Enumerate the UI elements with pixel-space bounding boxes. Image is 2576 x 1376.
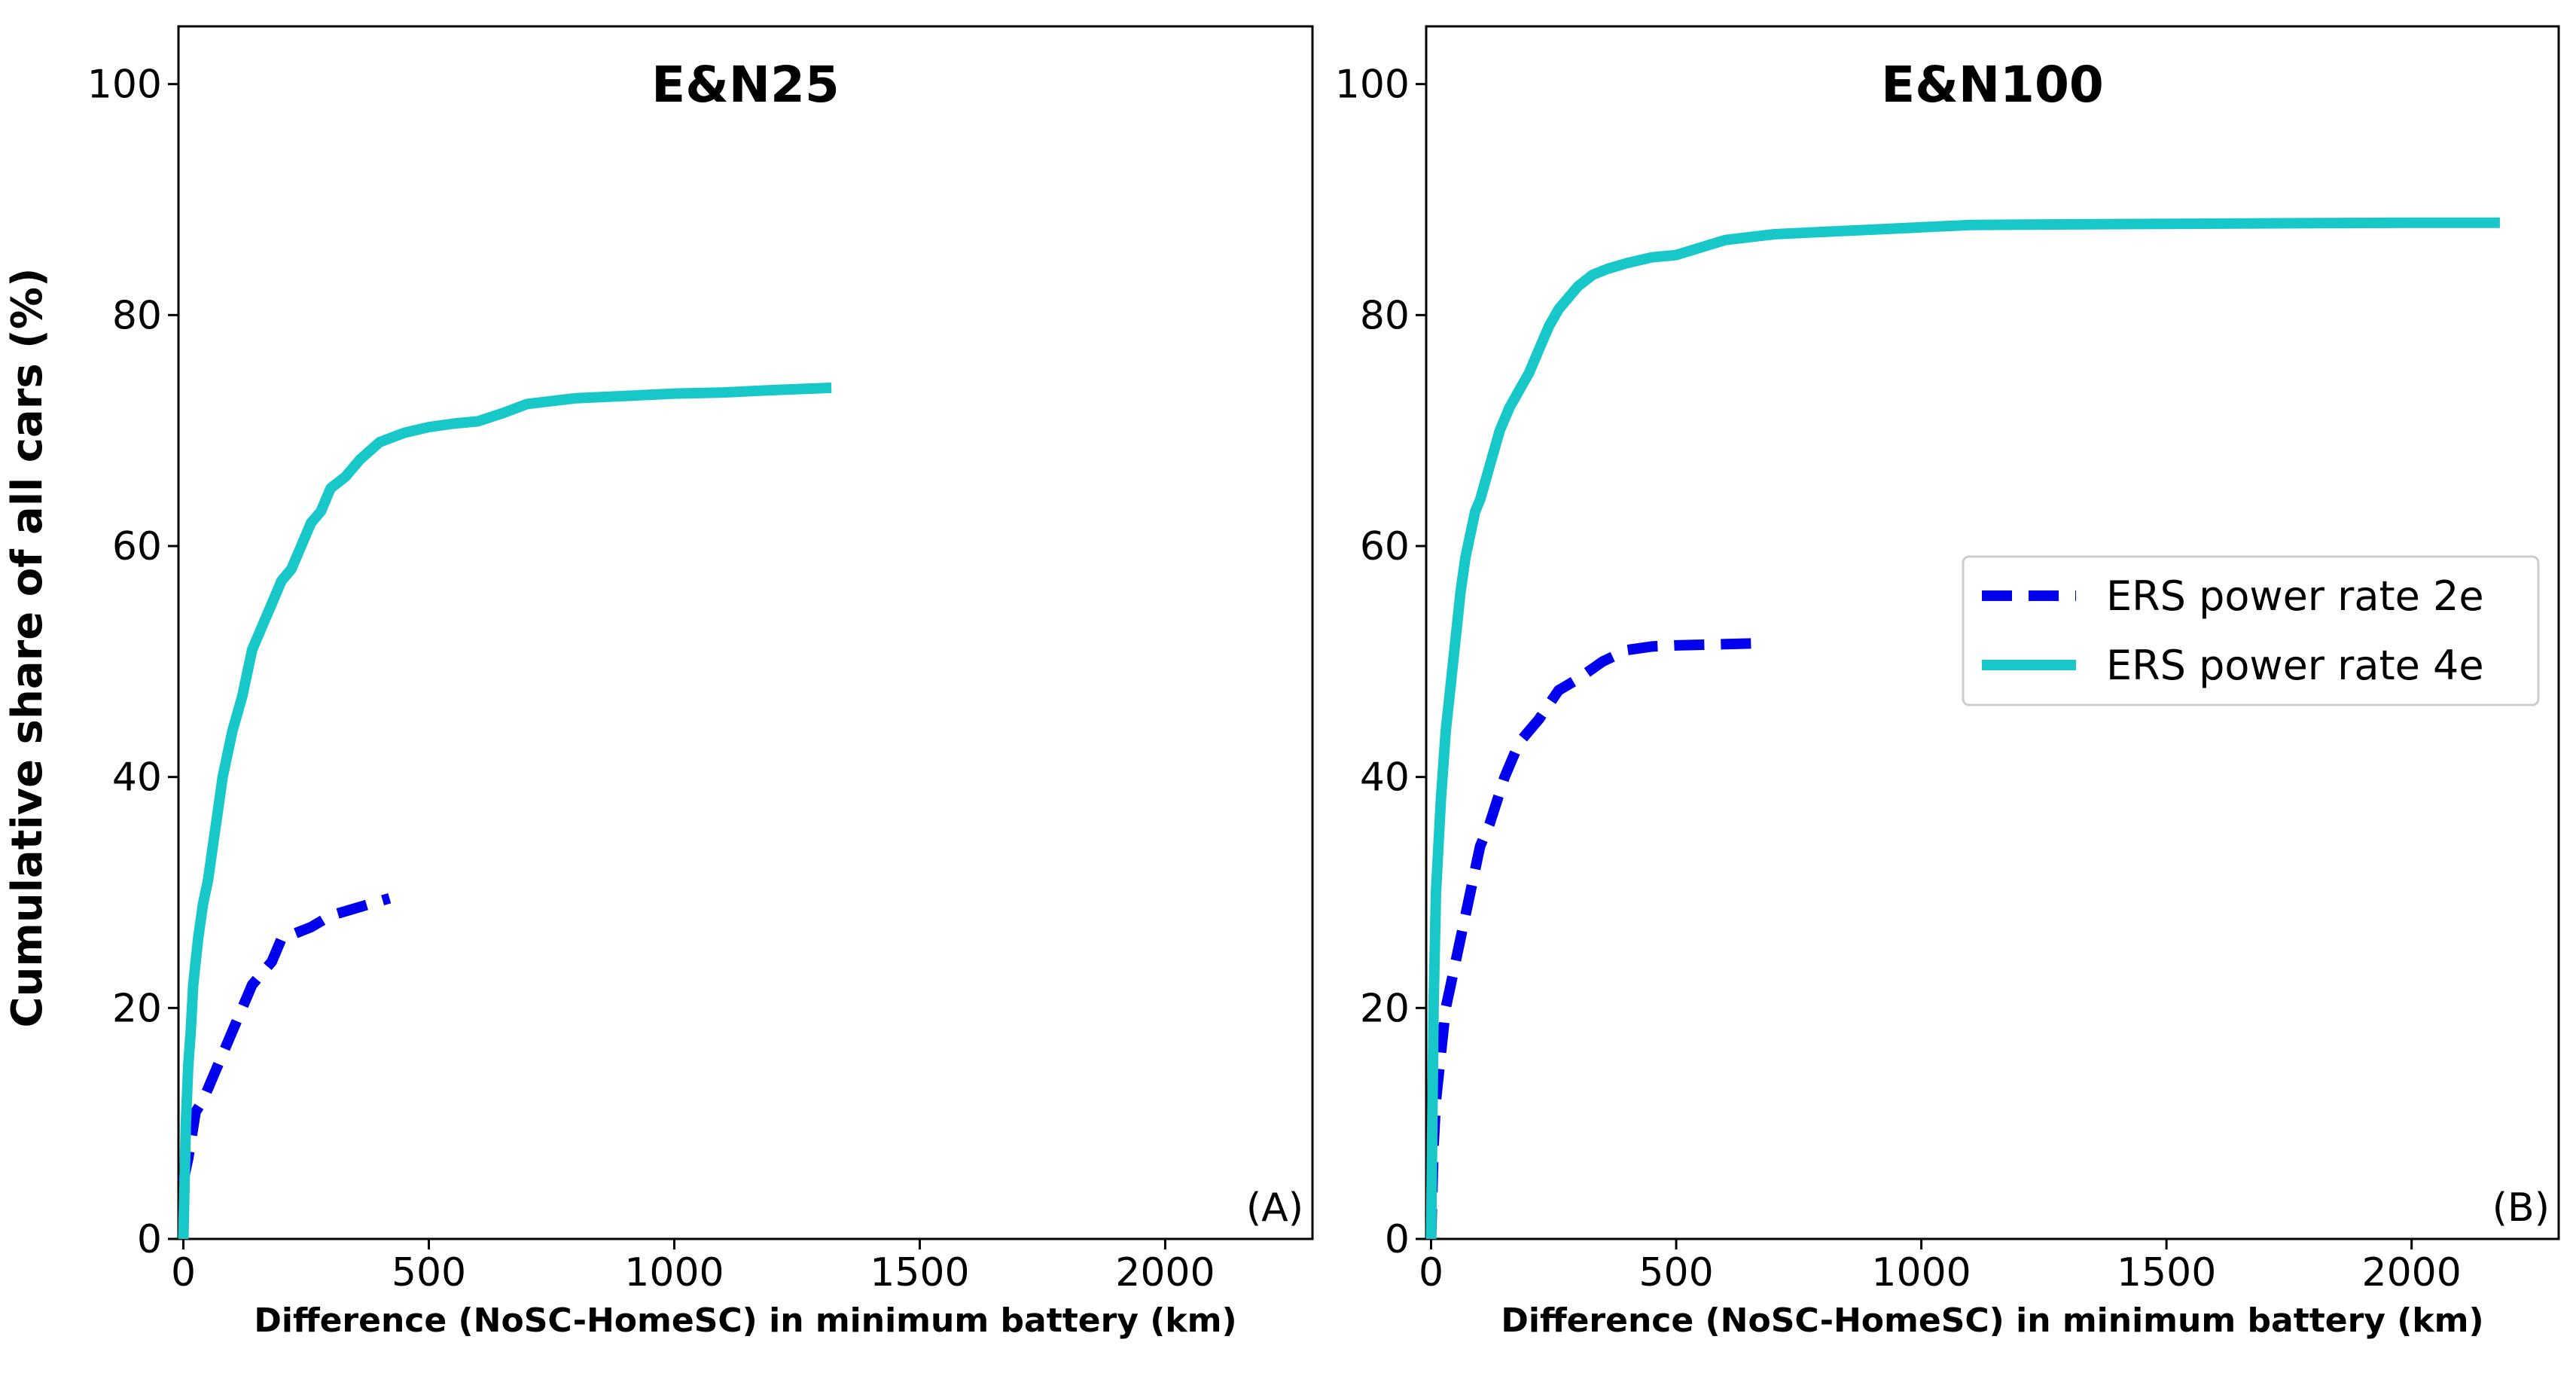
panel-label: (A) (1246, 1185, 1303, 1231)
x-axis-label: Difference (NoSC-HomeSC) in minimum batt… (1501, 1301, 2483, 1340)
y-tick-label: 0 (1385, 1217, 1410, 1262)
x-tick-label: 1000 (624, 1250, 724, 1295)
x-axis-label: Difference (NoSC-HomeSC) in minimum batt… (254, 1301, 1236, 1340)
y-tick-label: 60 (1360, 524, 1410, 569)
y-tick-label: 80 (1360, 293, 1410, 338)
y-tick-label: 0 (137, 1217, 162, 1262)
y-tick-label: 20 (112, 986, 162, 1031)
legend-label: ERS power rate 4e (2106, 642, 2484, 689)
series-line-2e (178, 892, 392, 1182)
x-tick-label: 2000 (1115, 1250, 1215, 1295)
y-tick-label: 60 (112, 524, 162, 569)
y-tick-label: 100 (1335, 63, 1410, 108)
chart-panel-1: 0 500 1000 1500 2000 0 20 40 60 80 100 E&N100 (B) Dif… (1335, 25, 2560, 1340)
x-tick-label: 0 (171, 1250, 196, 1295)
legend: ERS power rate 2e ERS power rate 4e (1962, 555, 2540, 706)
series-line-2e (1425, 637, 1765, 1240)
series-line-4e (178, 382, 832, 1240)
legend-box (1962, 555, 2540, 706)
series-line-4e (1425, 217, 2500, 1240)
plot-frame (1425, 25, 2560, 1240)
x-tick-label: 0 (1419, 1250, 1443, 1295)
y-axis-label: Cumulative share of all cars (%) (3, 268, 52, 1028)
chart-panel-0: 0 500 1000 1500 2000 0 20 40 60 80 100 E&N25 (A) Diff… (3, 25, 1314, 1340)
x-tick-label: 1500 (870, 1250, 969, 1295)
y-tick-label: 40 (1360, 755, 1410, 801)
panel-label: (B) (2492, 1185, 2550, 1231)
legend-label: ERS power rate 2e (2106, 572, 2484, 620)
y-tick-label: 20 (1360, 986, 1410, 1031)
x-tick-label: 1000 (1871, 1250, 1971, 1295)
x-tick-label: 1500 (2117, 1250, 2216, 1295)
panel-title: E&N100 (1881, 56, 2104, 114)
y-tick-label: 40 (112, 755, 162, 801)
x-tick-label: 500 (1639, 1250, 1713, 1295)
panel-title: E&N25 (651, 56, 840, 114)
x-tick-label: 2000 (2362, 1250, 2462, 1295)
x-tick-label: 500 (392, 1250, 466, 1295)
y-tick-label: 80 (112, 293, 162, 338)
y-tick-label: 100 (87, 63, 162, 108)
plot-frame (177, 25, 1314, 1240)
